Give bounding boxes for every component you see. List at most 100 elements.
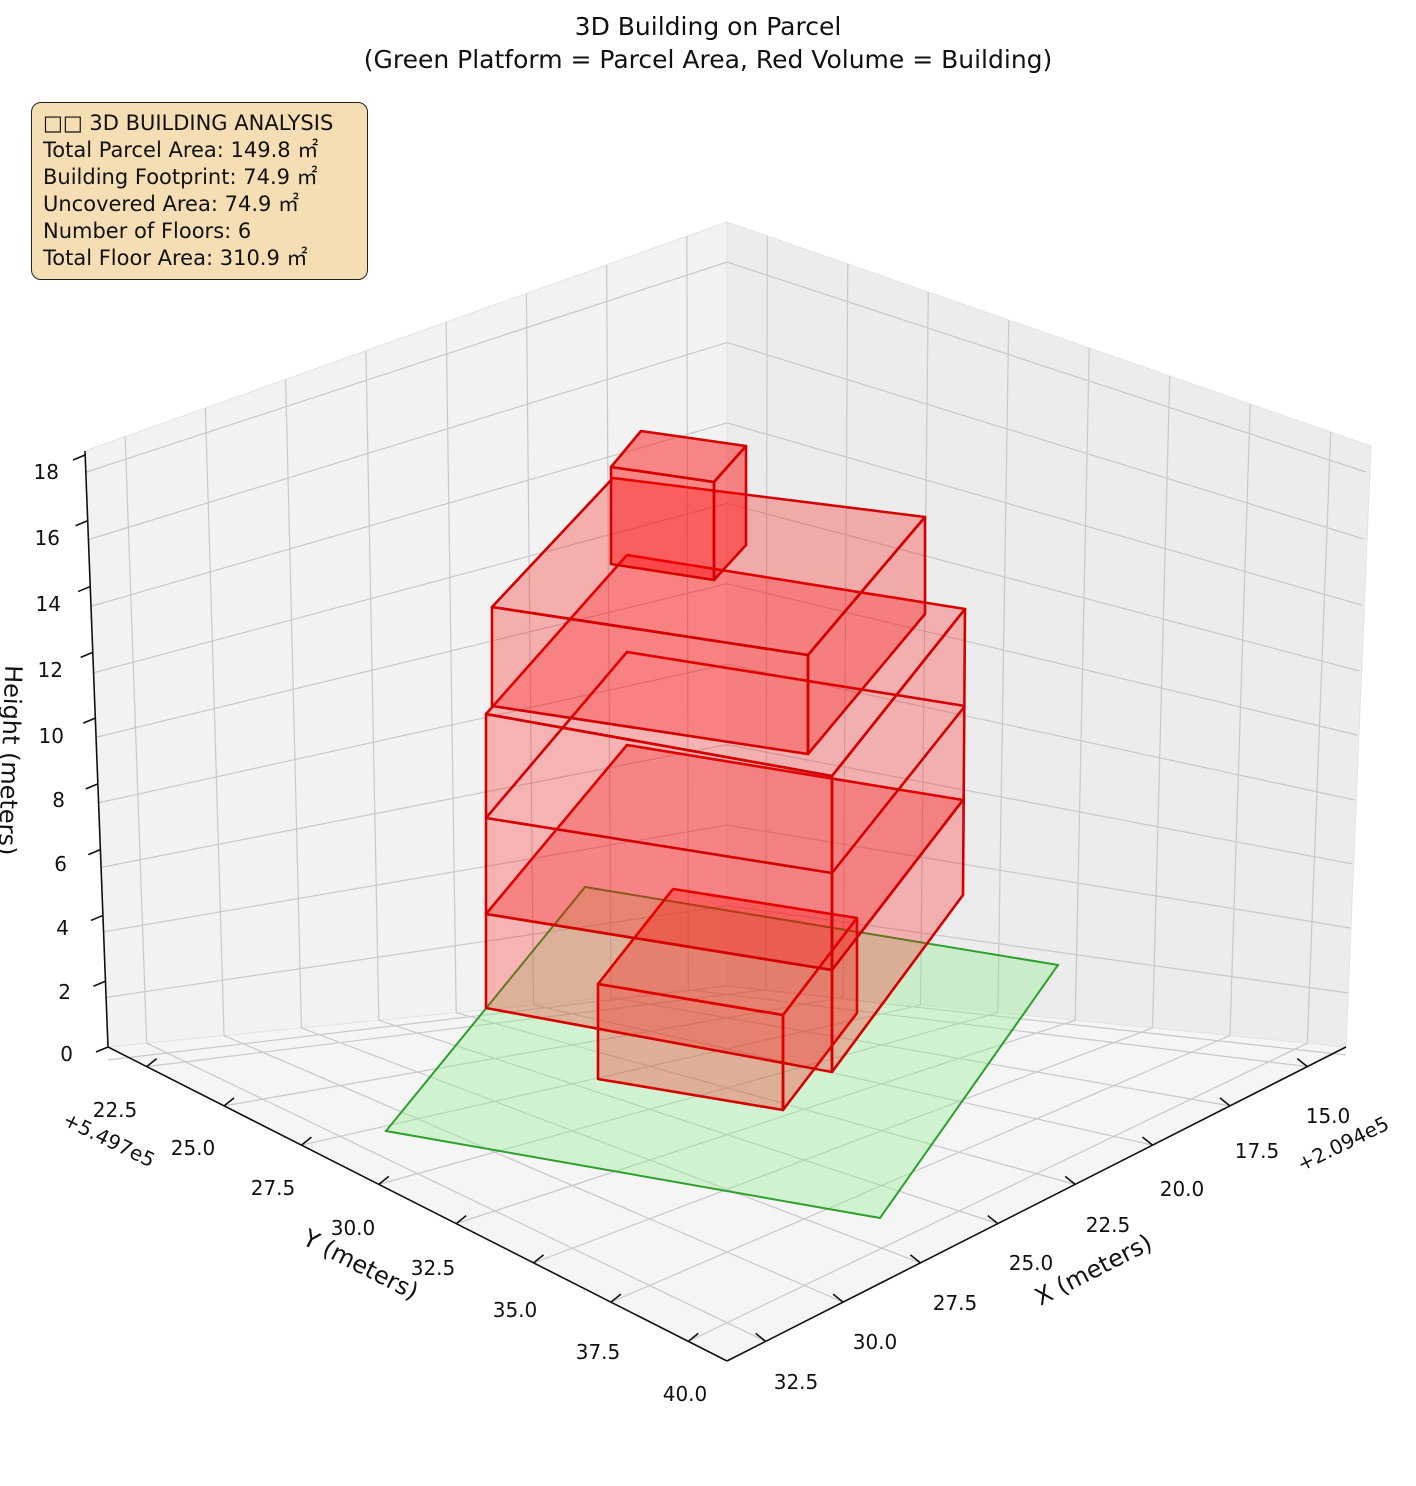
floor-grid-line (223, 996, 844, 1107)
chart-subtitle: (Green Platform = Parcel Area, Red Volum… (363, 45, 1053, 74)
z-grid-line (87, 341, 1364, 541)
y-tick-label: 27.5 (251, 1176, 296, 1200)
info-line-floor-area: Total Floor Area: 310.9 ㎡ (43, 246, 308, 270)
y-grid-line (365, 350, 380, 1021)
y-grid-line (204, 408, 225, 1036)
y-tick-labels: 22.5 25.0 27.5 30.0 32.5 35.0 37.5 40.0 (93, 1098, 708, 1406)
z-tick-label: 4 (56, 916, 69, 940)
y-tick-label: 40.0 (663, 1382, 708, 1406)
building-face (806, 515, 927, 756)
y-axis-line (107, 1046, 728, 1362)
z-tick (77, 585, 91, 593)
z-grid-line (89, 422, 1362, 608)
z-tick-label: 18 (34, 460, 59, 484)
z-tick-label: 2 (58, 980, 71, 1004)
floor-slab-line (485, 705, 967, 875)
z-tick (93, 980, 106, 987)
x-tick (909, 1254, 921, 1264)
z-tick (88, 848, 101, 856)
x-grid-line (765, 235, 768, 990)
x-tick-label: 20.0 (1160, 1177, 1205, 1201)
x-tick-label: 25.0 (1009, 1251, 1054, 1275)
floor-grid-line (533, 1004, 1153, 1146)
floor-grid-line (301, 1027, 921, 1264)
floor-grid-line (456, 1019, 1076, 1225)
floor-grid-line (533, 1027, 1153, 1264)
z-tick (72, 454, 86, 461)
z-grid-line (105, 904, 1349, 999)
z-tick (95, 1046, 109, 1053)
x-tick (1142, 1136, 1154, 1146)
floor-grid-line (610, 996, 1231, 1107)
z-grid-line (100, 744, 1353, 869)
floor-grid-line (688, 1042, 1308, 1342)
z-tick-label: 10 (39, 724, 64, 748)
floor-grid-line (456, 1012, 1076, 1185)
info-line-parcel-area: Total Parcel Area: 149.8 ㎡ (43, 138, 319, 162)
info-line-footprint: Building Footprint: 74.9 ㎡ (43, 165, 318, 189)
y-tick-label: 37.5 (576, 1340, 621, 1364)
y-grid-line (285, 379, 303, 1028)
info-line-uncovered: Uncovered Area: 74.9 ㎡ (43, 192, 300, 216)
axis-lines (84, 450, 1347, 1362)
x-tick-label: 32.5 (774, 1370, 819, 1394)
z-tick-label: 6 (54, 852, 67, 876)
x-grid-line (842, 263, 849, 998)
x-tick (1064, 1175, 1076, 1185)
z-axis-label: Height (meters) (0, 665, 27, 856)
y-grid-line (445, 322, 457, 1013)
x-tick (1296, 1058, 1308, 1068)
x-tick-label: 22.5 (1086, 1213, 1131, 1237)
y-tick (223, 1097, 235, 1107)
floor-slab-line (485, 650, 966, 819)
x-grid-line (997, 319, 1010, 1013)
building-face (609, 465, 716, 582)
x-tick-labels: 15.0 17.5 20.0 22.5 25.0 27.5 30.0 32.5 (774, 1104, 1351, 1394)
building-group (484, 429, 967, 1112)
x-grid-line (1306, 431, 1332, 1044)
y-tick-label: 30.0 (331, 1216, 376, 1240)
x-tick-label: 27.5 (933, 1291, 978, 1315)
y-tick (687, 1332, 699, 1342)
x-tick-label: 15.0 (1306, 1104, 1351, 1128)
building-face (712, 444, 748, 582)
chart-title: 3D Building on Parcel (574, 12, 842, 41)
x-tick-label: 17.5 (1235, 1139, 1280, 1163)
y-tick-label: 32.5 (411, 1256, 456, 1280)
floor-grid-line (223, 1035, 844, 1303)
y-tick (610, 1293, 622, 1303)
floor-grid-line (301, 1004, 921, 1146)
z-tick-labels: 0 2 4 6 8 10 12 14 16 18 (34, 460, 73, 1066)
y-tick (146, 1058, 158, 1068)
z-tick (85, 783, 99, 790)
y-tick-label: 25.0 (171, 1136, 216, 1160)
floor-grid-line (146, 989, 766, 1068)
z-tick-label: 16 (35, 526, 60, 550)
x-grid-line (919, 291, 929, 1006)
x-axis-line (726, 1046, 1347, 1362)
y-tick (378, 1175, 390, 1185)
z-tick-label: 0 (60, 1042, 73, 1066)
floor-slab-lines (485, 650, 967, 972)
y-tick (533, 1254, 545, 1264)
x-tick (1219, 1097, 1231, 1107)
floor-grid-line (610, 1035, 1231, 1303)
building-analysis-box: □□ 3D BUILDING ANALYSIS Total Parcel Are… (31, 102, 368, 280)
x-tick (755, 1332, 767, 1342)
x-tick-label: 30.0 (853, 1330, 898, 1354)
z-grid-line (97, 663, 1356, 804)
grid-lines (84, 235, 1367, 1342)
info-box-title: □□ 3D BUILDING ANALYSIS (43, 111, 334, 135)
z-grid-line (92, 502, 1360, 674)
x-tick (987, 1215, 999, 1225)
y-grid-line (525, 293, 535, 1006)
floor-grid-line (378, 1012, 998, 1185)
floor-grid-line (378, 1019, 998, 1225)
y-tick-label: 22.5 (93, 1098, 138, 1122)
z-grid-line (107, 985, 1347, 1061)
floor-slab-line (485, 799, 965, 972)
z-axis-line (84, 450, 109, 1048)
x-tick (832, 1293, 844, 1303)
z-grid-line (84, 261, 1367, 474)
